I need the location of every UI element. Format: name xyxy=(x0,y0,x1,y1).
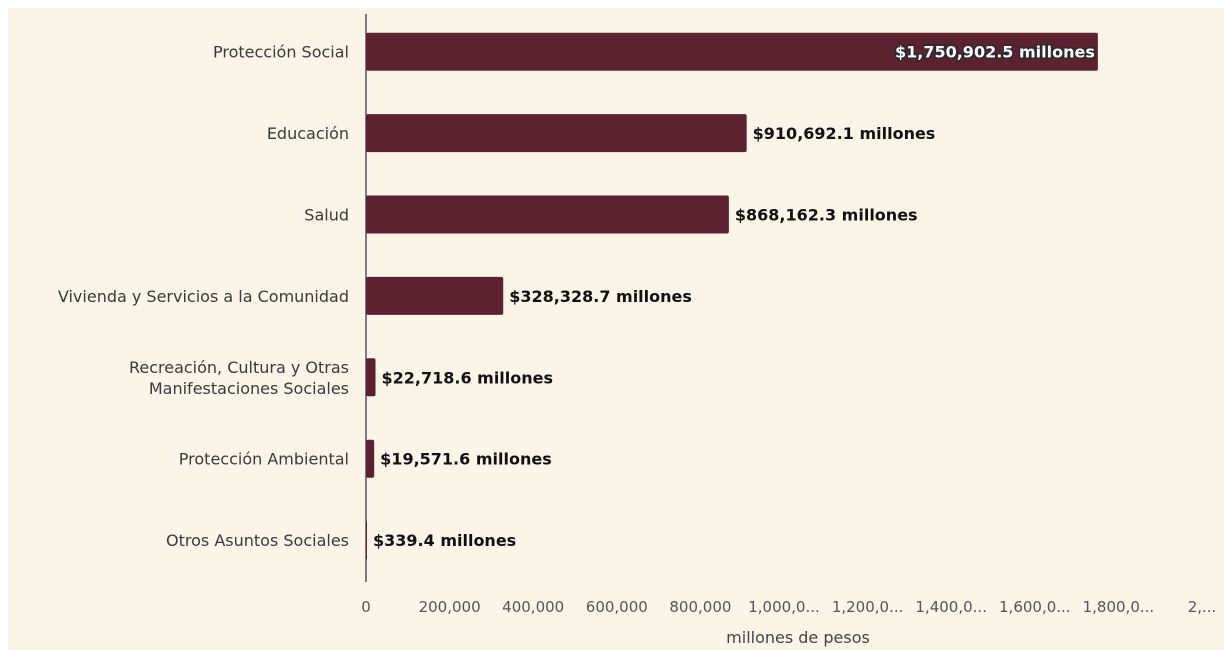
bar[interactable] xyxy=(366,195,729,234)
value-label: $328,328.7 millones xyxy=(509,287,692,306)
bar[interactable] xyxy=(366,32,1098,71)
category-label: Vivienda y Servicios a la Comunidad xyxy=(58,287,349,306)
bar[interactable] xyxy=(366,439,375,478)
value-label: $868,162.3 millones xyxy=(735,206,918,225)
x-tick-label: 600,000 xyxy=(586,598,648,616)
value-label: $19,571.6 millones xyxy=(380,450,552,469)
category-label: Otros Asuntos Sociales xyxy=(166,531,349,550)
bar[interactable] xyxy=(366,276,504,315)
value-label: $910,692.1 millones xyxy=(753,124,936,143)
bar[interactable] xyxy=(366,358,376,397)
x-tick-label: 1,000,0... xyxy=(748,598,820,616)
x-tick-label: 0 xyxy=(361,598,371,616)
x-tick-label: 200,000 xyxy=(419,598,481,616)
x-tick-label: 1,800,0... xyxy=(1083,598,1155,616)
x-tick-label: 800,000 xyxy=(669,598,731,616)
category-label: Protección Social xyxy=(213,43,349,62)
value-label: $22,718.6 millones xyxy=(381,368,553,387)
x-tick-label: 1,400,0... xyxy=(915,598,987,616)
value-label: $1,750,902.5 millones xyxy=(895,43,1095,62)
category-label: Educación xyxy=(267,124,349,143)
x-tick-label: 400,000 xyxy=(502,598,564,616)
x-tick-label: 1,200,0... xyxy=(832,598,904,616)
x-axis-title: millones de pesos xyxy=(726,628,870,647)
value-label: $339.4 millones xyxy=(373,531,516,550)
x-tick-label: 2,... xyxy=(1188,598,1217,616)
category-label: Protección Ambiental xyxy=(179,450,349,469)
x-tick-label: 1,600,0... xyxy=(999,598,1071,616)
bar[interactable] xyxy=(366,521,367,560)
bar[interactable] xyxy=(366,114,747,153)
category-label: Recreación, Cultura y Otras Manifestacion… xyxy=(129,358,349,398)
category-label: Salud xyxy=(304,206,349,225)
